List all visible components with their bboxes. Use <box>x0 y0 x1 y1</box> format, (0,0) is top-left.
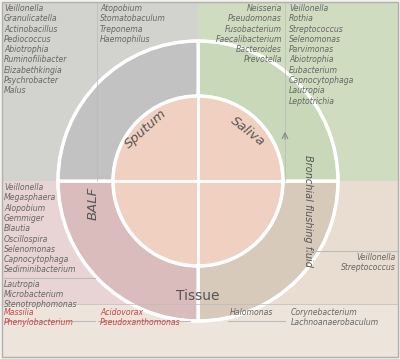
Text: Bacteroides: Bacteroides <box>236 45 282 54</box>
Text: Elizabethkingia: Elizabethkingia <box>4 66 63 75</box>
Text: Pseudomonas: Pseudomonas <box>228 14 282 23</box>
Text: BALF: BALF <box>86 186 100 220</box>
Wedge shape <box>58 181 198 321</box>
Text: Lautropia: Lautropia <box>289 87 326 95</box>
Text: Parvimonas: Parvimonas <box>289 45 334 54</box>
Text: Lachnoanaerobaculum: Lachnoanaerobaculum <box>291 318 379 327</box>
Text: Streptococcus: Streptococcus <box>341 263 396 272</box>
Text: Malus: Malus <box>4 87 26 95</box>
Text: Granulicatella: Granulicatella <box>4 14 58 23</box>
Text: Abiotrophia: Abiotrophia <box>289 56 334 65</box>
Text: Saliva: Saliva <box>228 114 268 148</box>
Text: Veillonella: Veillonella <box>289 4 328 13</box>
Text: Gemmiger: Gemmiger <box>4 214 45 223</box>
Text: Pediococcus: Pediococcus <box>4 35 52 44</box>
Text: Alopobium: Alopobium <box>4 204 45 213</box>
Text: Oscillospira: Oscillospira <box>4 234 48 243</box>
Text: Capnocytophaga: Capnocytophaga <box>4 255 69 264</box>
Text: Corynebacterium: Corynebacterium <box>291 308 358 317</box>
Text: Actinobacillus: Actinobacillus <box>4 25 57 34</box>
Wedge shape <box>198 41 338 181</box>
Text: Veillonella: Veillonella <box>357 253 396 262</box>
Circle shape <box>113 96 283 266</box>
Text: Veillonella: Veillonella <box>4 183 43 192</box>
Text: Pseudoxanthomonas: Pseudoxanthomonas <box>100 318 181 327</box>
Text: Phenylobacterium: Phenylobacterium <box>4 318 74 327</box>
Text: Eubacterium: Eubacterium <box>289 66 338 75</box>
Text: Sediminibacterium: Sediminibacterium <box>4 265 76 274</box>
Text: Treponema: Treponema <box>100 25 144 34</box>
Text: Ruminofilibacter: Ruminofilibacter <box>4 56 67 65</box>
Text: Lautropia: Lautropia <box>4 280 41 289</box>
Text: Selenomonas: Selenomonas <box>4 245 56 254</box>
Text: Tissue: Tissue <box>176 289 220 303</box>
Text: Capnocytophaga: Capnocytophaga <box>289 76 354 85</box>
Text: Faecalibacterium: Faecalibacterium <box>216 35 282 44</box>
Wedge shape <box>198 181 338 321</box>
Text: Sputum: Sputum <box>122 107 170 151</box>
Text: Prevotella: Prevotella <box>243 56 282 65</box>
Text: Halomonas: Halomonas <box>230 308 273 317</box>
Text: Selenomonas: Selenomonas <box>289 35 341 44</box>
Text: Blautia: Blautia <box>4 224 31 233</box>
Text: Streptococcus: Streptococcus <box>289 25 344 34</box>
Wedge shape <box>58 41 198 181</box>
Bar <box>198 2 398 181</box>
Text: Stenotrophomonas: Stenotrophomonas <box>4 300 78 309</box>
Text: Bronchial flushing fluid: Bronchial flushing fluid <box>303 155 313 267</box>
Text: Acidovorax: Acidovorax <box>100 308 143 317</box>
Text: Haemophilus: Haemophilus <box>100 35 150 44</box>
Text: Massilia: Massilia <box>4 308 35 317</box>
Bar <box>2 181 198 304</box>
Text: Fusobacterium: Fusobacterium <box>225 25 282 34</box>
Text: Atopobium: Atopobium <box>100 4 142 13</box>
Text: Microbacterium: Microbacterium <box>4 290 64 299</box>
Text: Psychrobacter: Psychrobacter <box>4 76 59 85</box>
Text: Stomatobaculum: Stomatobaculum <box>100 14 166 23</box>
Bar <box>2 2 198 181</box>
Bar <box>198 181 398 304</box>
Text: Rothia: Rothia <box>289 14 314 23</box>
Text: Leptotrichia: Leptotrichia <box>289 97 335 106</box>
Text: Abiotrophia: Abiotrophia <box>4 45 48 54</box>
Text: Megasphaera: Megasphaera <box>4 193 56 202</box>
Text: Veillonella: Veillonella <box>4 4 43 13</box>
Text: Neisseria: Neisseria <box>247 4 282 13</box>
Bar <box>2 304 398 357</box>
